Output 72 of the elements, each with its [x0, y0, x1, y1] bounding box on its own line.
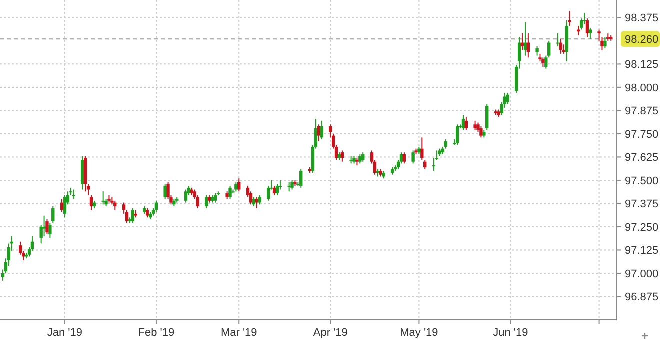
candlestick	[402, 152, 406, 164]
candlestick	[542, 57, 545, 68]
y-tick-label: 97.500	[625, 175, 659, 188]
candlestick	[526, 32, 530, 58]
candlestick	[272, 186, 276, 196]
candlestick	[424, 160, 427, 170]
y-tick-label: 97.625	[625, 152, 659, 164]
candlestick	[506, 92, 510, 105]
candlestick	[480, 126, 483, 138]
x-tick-label: Jan '19	[47, 327, 83, 339]
candlestick	[184, 189, 188, 204]
candlestick	[63, 194, 67, 218]
candlestick	[556, 32, 560, 48]
y-tick-label: 97.125	[625, 245, 659, 258]
candlestick	[278, 180, 282, 190]
candlestick	[582, 12, 586, 25]
candlestick	[228, 186, 232, 200]
candlestick	[568, 10, 572, 27]
candlestick	[205, 194, 208, 209]
y-tick-label: 97.000	[625, 268, 659, 280]
candlestick	[586, 18, 590, 38]
candlestick	[276, 184, 280, 196]
candlestick	[474, 120, 477, 131]
candlestick	[317, 124, 320, 142]
candlestick	[462, 114, 466, 131]
y-tick-label: 98.375	[625, 12, 659, 25]
candlestick	[288, 182, 291, 192]
candlestick	[290, 180, 294, 190]
candlestick	[131, 208, 134, 224]
candlestick	[456, 124, 460, 146]
y-tick-label: 97.250	[625, 222, 659, 234]
candlestick	[604, 36, 607, 49]
candlestick	[258, 194, 262, 206]
candlestick	[412, 150, 415, 164]
candlestick	[358, 154, 362, 164]
candlestick	[548, 40, 551, 58]
candlestick	[544, 55, 548, 70]
candlestick	[320, 120, 324, 140]
candlestick	[214, 192, 218, 204]
ref-line-label: 98.260	[625, 34, 659, 46]
x-tick-label: May '19	[400, 327, 438, 339]
candlestick	[444, 139, 448, 150]
x-tick-label: Mar '19	[220, 327, 258, 339]
candlestick	[420, 137, 424, 160]
candlestick	[164, 184, 167, 200]
candlestick	[464, 116, 468, 131]
y-tick-label: 98.000	[625, 82, 659, 94]
candlestick	[238, 178, 241, 192]
candlestick	[146, 208, 150, 218]
candlestick	[340, 150, 344, 162]
candlestick	[102, 191, 105, 206]
candlestick	[234, 182, 238, 192]
candlestick	[48, 222, 52, 239]
candlestick	[536, 46, 539, 56]
x-tick-label: Jun '19	[493, 327, 528, 339]
y-tick-label: 96.875	[625, 292, 659, 304]
candlestick	[300, 168, 303, 188]
y-tick-label: 97.875	[625, 106, 659, 118]
y-tick-label: 98.125	[625, 59, 659, 72]
candlestick	[362, 152, 365, 162]
x-tick-label: Apr '19	[313, 327, 348, 339]
candlestick	[52, 206, 55, 224]
y-tick-label: 97.750	[625, 128, 659, 141]
candlestick	[255, 196, 258, 209]
candlestick	[46, 219, 49, 235]
candlestick	[432, 158, 436, 172]
candlestick	[42, 215, 46, 237]
candlestick	[90, 194, 94, 211]
candlestick	[72, 189, 76, 200]
y-tick-label: 97.375	[625, 198, 659, 211]
x-tick-label: Feb '19	[138, 327, 175, 339]
candlestick	[486, 104, 489, 131]
